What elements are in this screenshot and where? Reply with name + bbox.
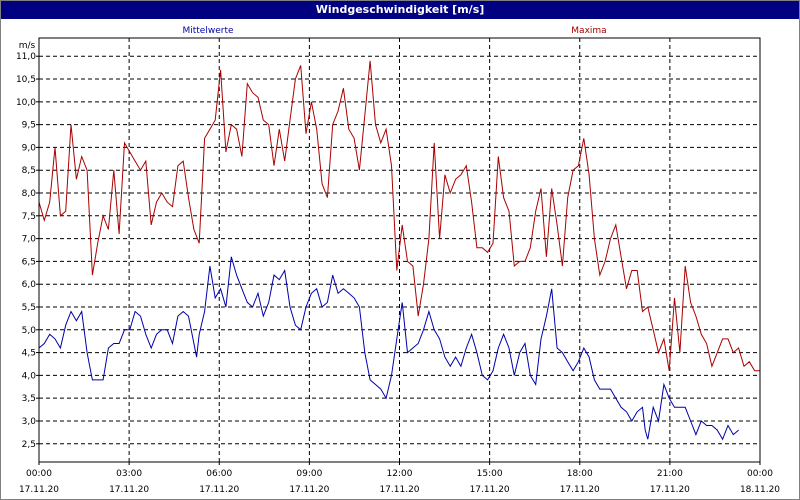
x-tick-time: 00:00 bbox=[26, 469, 52, 479]
x-tick-time: 18:00 bbox=[567, 469, 593, 479]
y-tick-label: 4,5 bbox=[22, 349, 36, 359]
y-axis: 2,5 3,0 3,5 4,0 4,5 5,0 5,5 6,0 6,5 7,0 7,5 8,0 8,5 9… bbox=[16, 52, 39, 450]
y-tick-label: 10,0 bbox=[16, 98, 36, 108]
y-tick-label: 10,5 bbox=[16, 75, 36, 85]
y-tick-label: 9,5 bbox=[22, 121, 36, 131]
x-tick-time: 15:00 bbox=[477, 469, 503, 479]
y-tick-label: 9,0 bbox=[22, 143, 37, 153]
x-tick-time: 06:00 bbox=[206, 469, 232, 479]
x-tick-time: 09:00 bbox=[296, 469, 322, 479]
x-tick-time: 12:00 bbox=[387, 469, 413, 479]
plot-area bbox=[38, 37, 761, 463]
legend-mittelwerte: Mittelwerte bbox=[182, 26, 233, 36]
x-tick-time: 21:00 bbox=[657, 469, 683, 479]
x-tick-date: 17.11.20 bbox=[379, 485, 419, 495]
y-tick-label: 2,5 bbox=[22, 440, 36, 450]
y-tick-label: 8,5 bbox=[22, 166, 36, 176]
x-axis: 00:00 17.11.20 03:00 17.11.20 06:00 17.11.20 0… bbox=[19, 462, 780, 495]
y-axis-label: m/s bbox=[19, 41, 36, 51]
y-tick-label: 11,0 bbox=[16, 52, 36, 62]
x-tick-time: 03:00 bbox=[116, 469, 142, 479]
y-tick-label: 3,0 bbox=[22, 417, 37, 427]
y-tick-label: 6,0 bbox=[22, 280, 37, 290]
legend-maxima: Maxima bbox=[571, 26, 606, 36]
y-tick-label: 7,5 bbox=[22, 212, 36, 222]
series-line-maxima bbox=[38, 60, 760, 372]
y-tick-label: 3,5 bbox=[22, 394, 36, 404]
x-tick-date: 17.11.20 bbox=[470, 485, 510, 495]
y-tick-label: 5,5 bbox=[22, 303, 36, 313]
x-tick-date: 17.11.20 bbox=[650, 485, 690, 495]
series-line-mittelwerte bbox=[38, 256, 739, 441]
x-tick-date: 17.11.20 bbox=[19, 485, 59, 495]
y-tick-label: 7,0 bbox=[22, 235, 37, 245]
chart-title: Windgeschwindigkeit [m/s] bbox=[1, 1, 799, 19]
y-tick-label: 5,0 bbox=[22, 326, 37, 336]
y-tick-label: 6,5 bbox=[22, 257, 36, 267]
x-tick-date: 17.11.20 bbox=[199, 485, 239, 495]
x-tick-time: 00:00 bbox=[747, 469, 773, 479]
series-layer bbox=[38, 60, 760, 441]
x-tick-date: 17.11.20 bbox=[560, 485, 600, 495]
x-tick-date: 17.11.20 bbox=[109, 485, 149, 495]
grid bbox=[39, 38, 760, 462]
x-tick-date: 18.11.20 bbox=[740, 485, 780, 495]
x-tick-date: 17.11.20 bbox=[289, 485, 329, 495]
y-tick-label: 4,0 bbox=[22, 371, 37, 381]
y-tick-label: 8,0 bbox=[22, 189, 37, 199]
